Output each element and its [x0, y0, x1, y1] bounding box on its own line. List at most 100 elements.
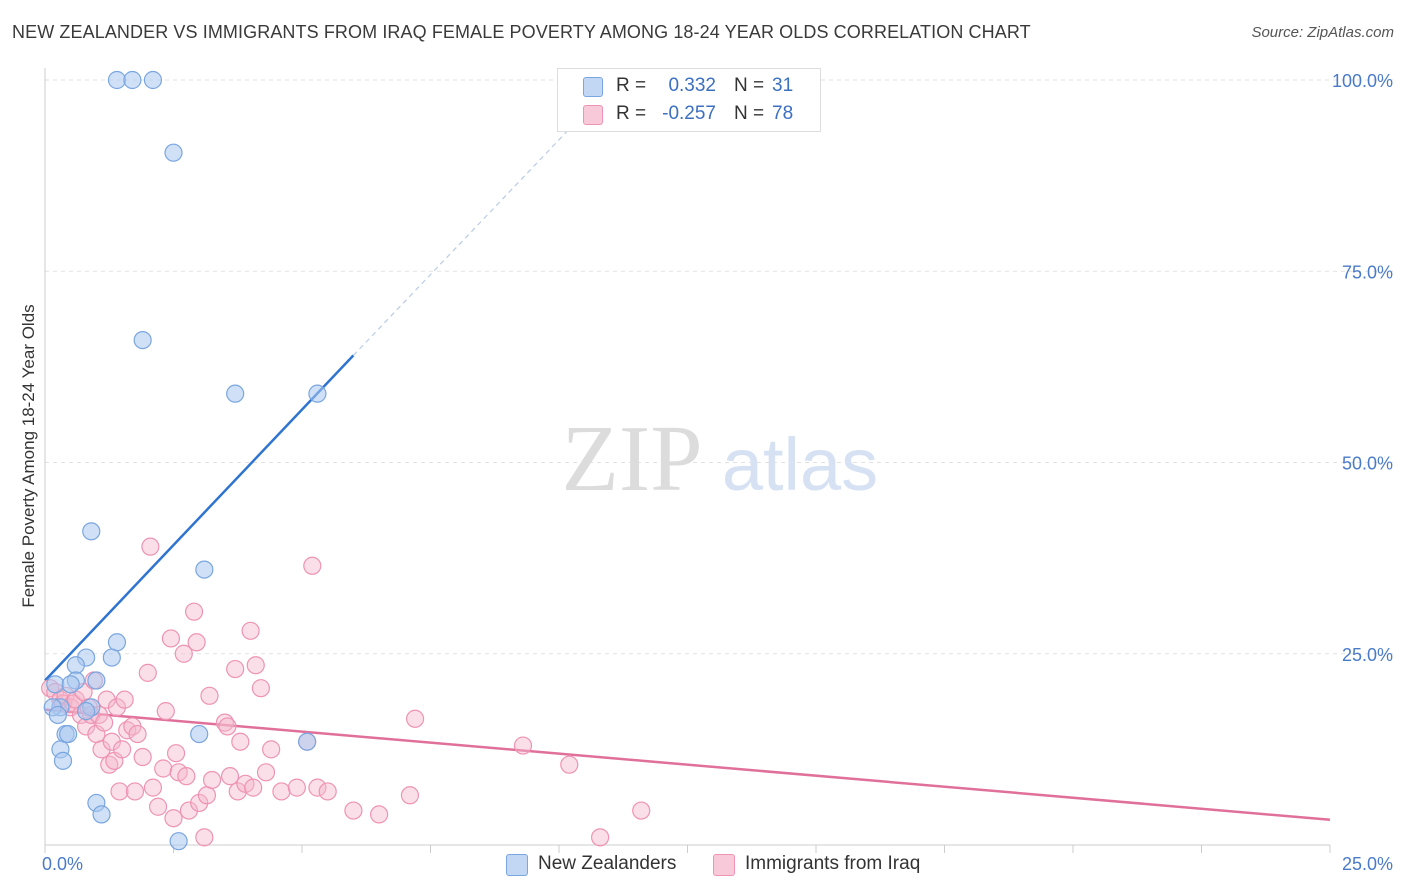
- y-tick-label: 50.0%: [1342, 454, 1393, 474]
- x-tick-label: 25.0%: [1342, 854, 1393, 874]
- data-point-new-zealander: [82, 522, 101, 541]
- legend-row-iraq: R = -0.257 N = 78: [558, 101, 820, 127]
- data-point-iraq: [226, 659, 245, 679]
- data-point-iraq: [97, 690, 116, 709]
- data-point-iraq: [308, 778, 327, 797]
- data-point-new-zealander: [169, 832, 188, 851]
- trend-line-new-zealanders: [44, 354, 355, 682]
- data-point-new-zealander: [190, 724, 209, 744]
- data-point-iraq: [400, 786, 420, 805]
- data-point-iraq: [262, 740, 281, 759]
- iraq-points: [41, 537, 651, 847]
- data-point-new-zealander: [308, 384, 327, 403]
- data-point-iraq: [154, 759, 173, 778]
- data-point-iraq: [161, 629, 181, 648]
- data-point-iraq: [318, 782, 337, 801]
- data-point-iraq: [195, 828, 214, 847]
- data-point-new-zealander: [133, 331, 152, 350]
- legend-n-label: N =: [734, 103, 765, 124]
- data-point-iraq: [218, 717, 237, 736]
- data-point-iraq: [560, 755, 579, 774]
- correlation-legend: R = 0.332 N = 31 R = -0.257 N = 78: [557, 68, 821, 132]
- x-tick-label: 0.0%: [42, 854, 83, 874]
- data-point-iraq: [143, 778, 163, 797]
- data-point-iraq: [174, 644, 193, 663]
- data-point-new-zealander: [164, 143, 183, 162]
- tick-labels: 25.0% 50.0% 75.0% 100.0% 0.0% 25.0%: [42, 71, 1393, 874]
- data-point-new-zealander: [226, 384, 245, 403]
- legend-swatch-blue: [583, 77, 603, 97]
- data-point-new-zealander: [46, 675, 65, 694]
- y-tick-label: 75.0%: [1342, 262, 1393, 282]
- gridlines: [45, 79, 1395, 655]
- new-zealander-points: [43, 70, 327, 851]
- data-point-new-zealander: [143, 70, 163, 90]
- data-point-iraq: [287, 778, 306, 797]
- legend-n-value: 31: [772, 75, 794, 96]
- data-point-iraq: [231, 732, 250, 751]
- data-point-new-zealander: [92, 805, 111, 824]
- data-point-iraq: [133, 747, 152, 767]
- legend-swatch-pink: [583, 105, 603, 125]
- data-point-iraq: [141, 537, 160, 556]
- data-point-new-zealander: [107, 633, 127, 652]
- watermark: ZIP atlas: [562, 407, 879, 511]
- data-point-iraq: [591, 828, 610, 847]
- data-point-new-zealander: [102, 648, 121, 667]
- data-point-new-zealander: [59, 724, 78, 744]
- data-point-iraq: [632, 801, 651, 820]
- data-point-new-zealander: [48, 705, 67, 725]
- data-point-iraq: [187, 633, 206, 652]
- data-point-iraq: [102, 732, 121, 751]
- legend-r-label: R =: [616, 103, 647, 124]
- y-tick-label: 25.0%: [1342, 645, 1393, 665]
- data-point-new-zealander: [77, 702, 96, 721]
- data-point-iraq: [251, 679, 270, 698]
- data-point-iraq: [92, 740, 111, 759]
- data-point-iraq: [256, 763, 276, 782]
- legend-r-label: R =: [616, 75, 647, 96]
- legend-label: New Zealanders: [538, 853, 677, 874]
- data-point-iraq: [166, 744, 186, 763]
- legend-swatch-pink: [713, 854, 735, 876]
- data-point-iraq: [272, 782, 291, 801]
- data-point-iraq: [241, 621, 260, 640]
- data-point-iraq: [200, 686, 219, 705]
- data-point-iraq: [112, 740, 132, 759]
- y-tick-label: 100.0%: [1332, 71, 1393, 91]
- data-point-iraq: [244, 778, 263, 797]
- data-point-iraq: [115, 690, 134, 709]
- data-point-iraq: [184, 602, 204, 621]
- data-point-iraq: [128, 724, 147, 744]
- data-point-iraq: [370, 805, 389, 824]
- data-point-iraq: [246, 656, 265, 675]
- data-point-iraq: [303, 556, 322, 575]
- watermark-atlas: atlas: [722, 423, 878, 506]
- legend-swatch-blue: [506, 854, 528, 876]
- data-point-iraq: [405, 709, 425, 728]
- trend-lines: [44, 117, 1331, 822]
- legend-label: Immigrants from Iraq: [745, 853, 921, 874]
- data-point-iraq: [190, 793, 209, 813]
- data-point-new-zealander: [298, 732, 317, 751]
- trend-line-iraq: [44, 708, 1331, 822]
- data-point-iraq: [110, 782, 129, 801]
- data-point-iraq: [164, 809, 183, 828]
- data-point-iraq: [107, 698, 127, 717]
- trend-line-new-zealanders-extension: [352, 117, 580, 356]
- chart-title: NEW ZEALANDER VS IMMIGRANTS FROM IRAQ FE…: [12, 22, 1031, 42]
- legend-n-label: N =: [734, 75, 765, 96]
- data-point-new-zealander: [195, 560, 214, 579]
- data-point-iraq: [179, 801, 199, 820]
- data-point-new-zealander: [123, 70, 142, 90]
- watermark-zip: ZIP: [562, 407, 703, 511]
- data-point-iraq: [197, 786, 217, 805]
- data-point-iraq: [125, 782, 145, 801]
- data-point-iraq: [220, 767, 240, 786]
- legend-n-value: 78: [772, 103, 794, 124]
- y-axis-label: Female Poverty Among 18-24 Year Olds: [19, 304, 38, 607]
- legend-r-value: 0.332: [668, 75, 716, 96]
- data-point-iraq: [156, 702, 175, 721]
- source-credit: Source: ZipAtlas.com: [1251, 24, 1394, 41]
